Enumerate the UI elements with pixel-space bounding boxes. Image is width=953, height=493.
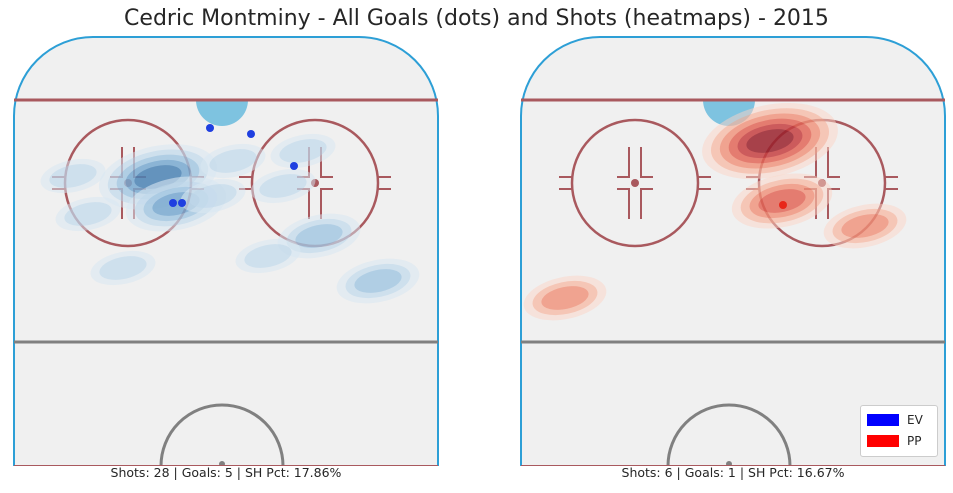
faceoff-circle-left	[570, 118, 700, 248]
legend-item-pp: PP	[867, 433, 921, 449]
heat-contour	[541, 286, 589, 310]
legend-item-ev: EV	[867, 412, 923, 428]
heat-contour	[259, 174, 307, 198]
heat-contour	[64, 202, 112, 226]
faceoff-l-mark	[320, 188, 333, 219]
heat-contour	[758, 189, 806, 213]
faceoff-l-mark	[827, 147, 840, 178]
faceoff-l-mark	[640, 188, 653, 219]
faceoff-l-mark	[617, 147, 630, 178]
heat-contour	[295, 224, 343, 248]
goal-dot	[779, 201, 787, 209]
center-ice-circle	[666, 403, 792, 466]
heat-contour	[49, 164, 97, 188]
goal-dot	[290, 162, 298, 170]
heat-contour	[209, 149, 257, 173]
rink-panel-pp	[520, 36, 946, 466]
rink-pp-svg	[520, 36, 946, 466]
heat-contour	[354, 269, 402, 293]
legend: EV PP	[860, 405, 938, 457]
legend-swatch-pp	[867, 435, 899, 447]
caption-pp: Shots: 6 | Goals: 1 | SH Pct: 16.67%	[621, 465, 845, 480]
legend-label-pp: PP	[907, 434, 922, 448]
faceoff-dot-left	[631, 179, 639, 187]
chart-title: Cedric Montminy - All Goals (dots) and S…	[124, 6, 829, 31]
rink-ev-svg	[13, 36, 439, 466]
heat-contour	[279, 139, 327, 163]
heat-contour	[189, 184, 237, 208]
center-ice-dot	[219, 461, 225, 466]
goal-dot	[169, 199, 177, 207]
center-ice-circle	[159, 403, 285, 466]
goal-dot	[206, 124, 214, 132]
goal-dot	[178, 199, 186, 207]
heat-contour	[746, 129, 794, 153]
goal-crease	[196, 100, 248, 126]
shot-heatmap-pp	[523, 102, 907, 321]
rink-panel-ev	[13, 36, 439, 466]
faceoff-l-mark	[640, 147, 653, 178]
legend-swatch-ev	[867, 414, 899, 426]
legend-label-ev: EV	[907, 413, 923, 427]
center-ice-dot	[726, 461, 732, 466]
rink-boards	[520, 36, 946, 466]
heat-contour	[841, 214, 889, 238]
caption-ev: Shots: 28 | Goals: 5 | SH Pct: 17.86%	[110, 465, 342, 480]
faceoff-l-mark	[617, 188, 630, 219]
goal-dot	[247, 130, 255, 138]
heat-contour	[244, 244, 292, 268]
shot-heatmap-ev	[40, 133, 420, 304]
heat-contour	[99, 256, 147, 280]
